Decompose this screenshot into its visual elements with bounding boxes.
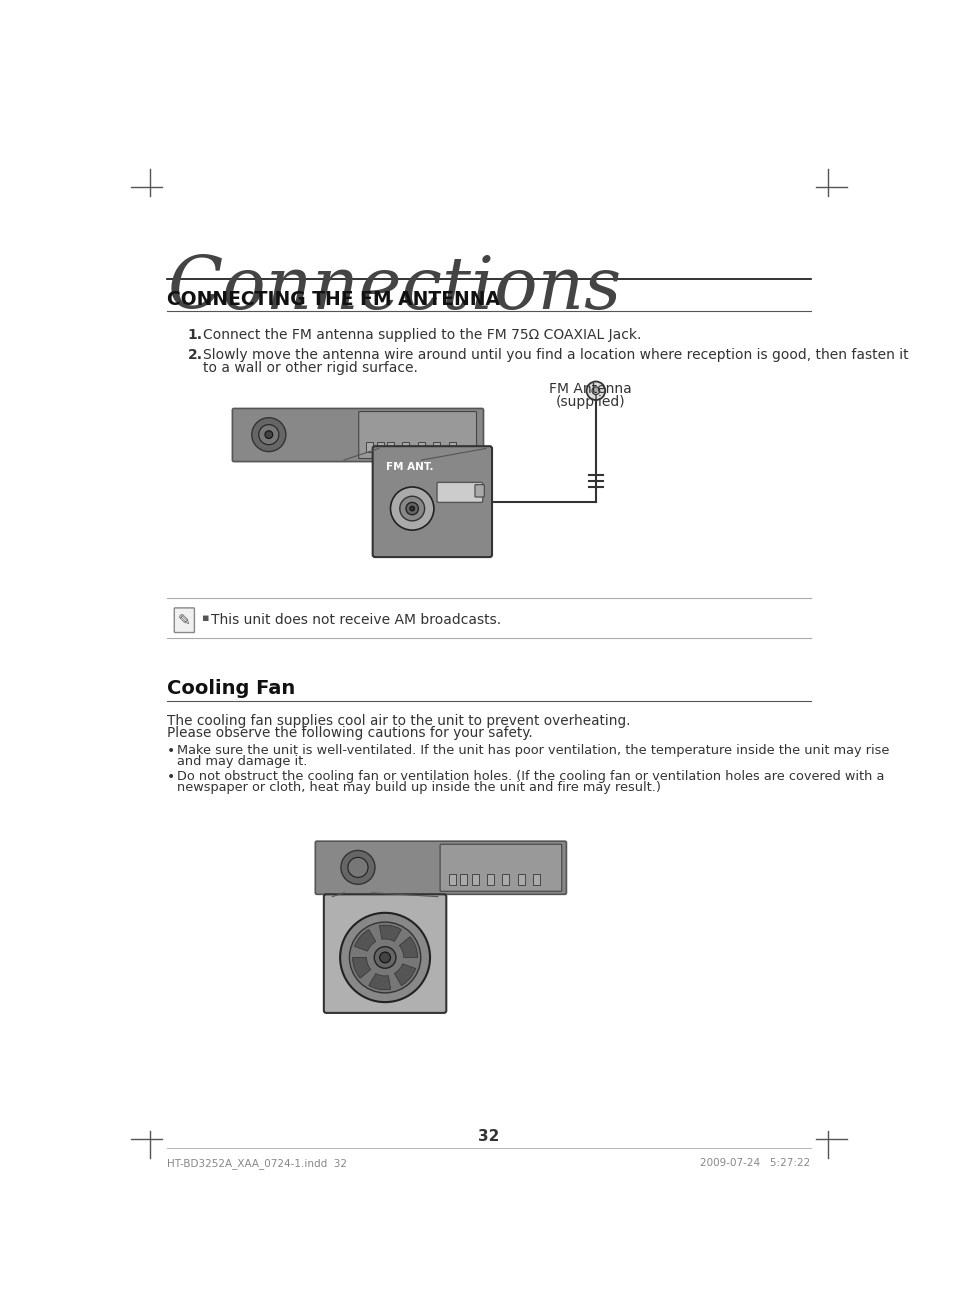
Bar [433, 442, 439, 453]
Bar [402, 442, 409, 453]
Text: CONNECTING THE FM ANTENNA: CONNECTING THE FM ANTENNA [167, 290, 499, 308]
Text: This unit does not receive AM broadcasts.: This unit does not receive AM broadcasts… [211, 613, 500, 627]
Text: newspaper or cloth, heat may build up inside the unit and fire may result.): newspaper or cloth, heat may build up in… [176, 781, 659, 794]
Circle shape [340, 850, 375, 884]
Bar [486, 874, 493, 886]
Wedge shape [394, 964, 416, 985]
Text: 2009-07-24   5:27:22: 2009-07-24 5:27:22 [700, 1158, 810, 1169]
Bar [387, 442, 394, 453]
Circle shape [340, 913, 430, 1002]
Bar [376, 442, 383, 453]
Circle shape [592, 387, 599, 395]
Text: (supplied): (supplied) [555, 395, 624, 408]
Text: Please observe the following cautions for your safety.: Please observe the following cautions fo… [167, 727, 533, 740]
Circle shape [406, 502, 418, 514]
Text: Connect the FM antenna supplied to the FM 75Ω COAXIAL Jack.: Connect the FM antenna supplied to the F… [203, 328, 640, 342]
Bar [501, 874, 509, 886]
Text: Do not obstruct the cooling fan or ventilation holes. (If the cooling fan or ven: Do not obstruct the cooling fan or venti… [176, 770, 883, 783]
Wedge shape [399, 937, 417, 958]
Text: The cooling fan supplies cool air to the unit to prevent overheating.: The cooling fan supplies cool air to the… [167, 714, 630, 728]
Bar [417, 442, 424, 453]
FancyBboxPatch shape [233, 408, 483, 462]
Text: 1.: 1. [187, 328, 202, 342]
Text: Slowly move the antenna wire around until you find a location where reception is: Slowly move the antenna wire around unti… [203, 349, 907, 362]
Bar [365, 442, 373, 453]
Bar [517, 874, 524, 886]
Bar [459, 874, 467, 886]
Circle shape [258, 425, 278, 445]
Circle shape [379, 953, 390, 963]
Text: ✎: ✎ [178, 613, 191, 627]
Bar [472, 874, 478, 886]
Text: Connections: Connections [167, 253, 621, 324]
Text: to a wall or other rigid surface.: to a wall or other rigid surface. [203, 361, 417, 375]
Text: 2.: 2. [187, 349, 202, 362]
Circle shape [252, 417, 286, 451]
Wedge shape [355, 929, 375, 951]
Text: •: • [167, 744, 175, 758]
Wedge shape [369, 974, 391, 989]
FancyBboxPatch shape [436, 483, 482, 502]
Text: FM Antenna: FM Antenna [549, 382, 631, 396]
Wedge shape [379, 925, 401, 942]
FancyBboxPatch shape [358, 412, 476, 458]
Circle shape [410, 506, 415, 510]
Bar [448, 442, 456, 453]
Bar [448, 874, 456, 886]
Text: •: • [167, 770, 175, 785]
FancyBboxPatch shape [315, 841, 566, 895]
Text: Make sure the unit is well-ventilated. If the unit has poor ventilation, the tem: Make sure the unit is well-ventilated. I… [176, 744, 888, 757]
Circle shape [348, 857, 368, 878]
Wedge shape [353, 958, 371, 979]
Text: HT-BD3252A_XAA_0724-1.indd  32: HT-BD3252A_XAA_0724-1.indd 32 [167, 1158, 347, 1169]
FancyBboxPatch shape [323, 895, 446, 1013]
Circle shape [390, 487, 434, 530]
Circle shape [265, 430, 273, 438]
Text: ▪: ▪ [202, 613, 210, 623]
FancyBboxPatch shape [475, 484, 484, 497]
FancyBboxPatch shape [174, 607, 194, 632]
FancyBboxPatch shape [439, 845, 561, 891]
Circle shape [349, 922, 420, 993]
Text: Cooling Fan: Cooling Fan [167, 680, 295, 698]
Bar [533, 874, 539, 886]
Text: FM ANT.: FM ANT. [385, 462, 433, 472]
Text: and may damage it.: and may damage it. [176, 754, 307, 768]
Circle shape [374, 947, 395, 968]
Circle shape [399, 496, 424, 521]
FancyBboxPatch shape [373, 446, 492, 558]
Circle shape [586, 382, 604, 400]
Text: 32: 32 [477, 1130, 499, 1144]
